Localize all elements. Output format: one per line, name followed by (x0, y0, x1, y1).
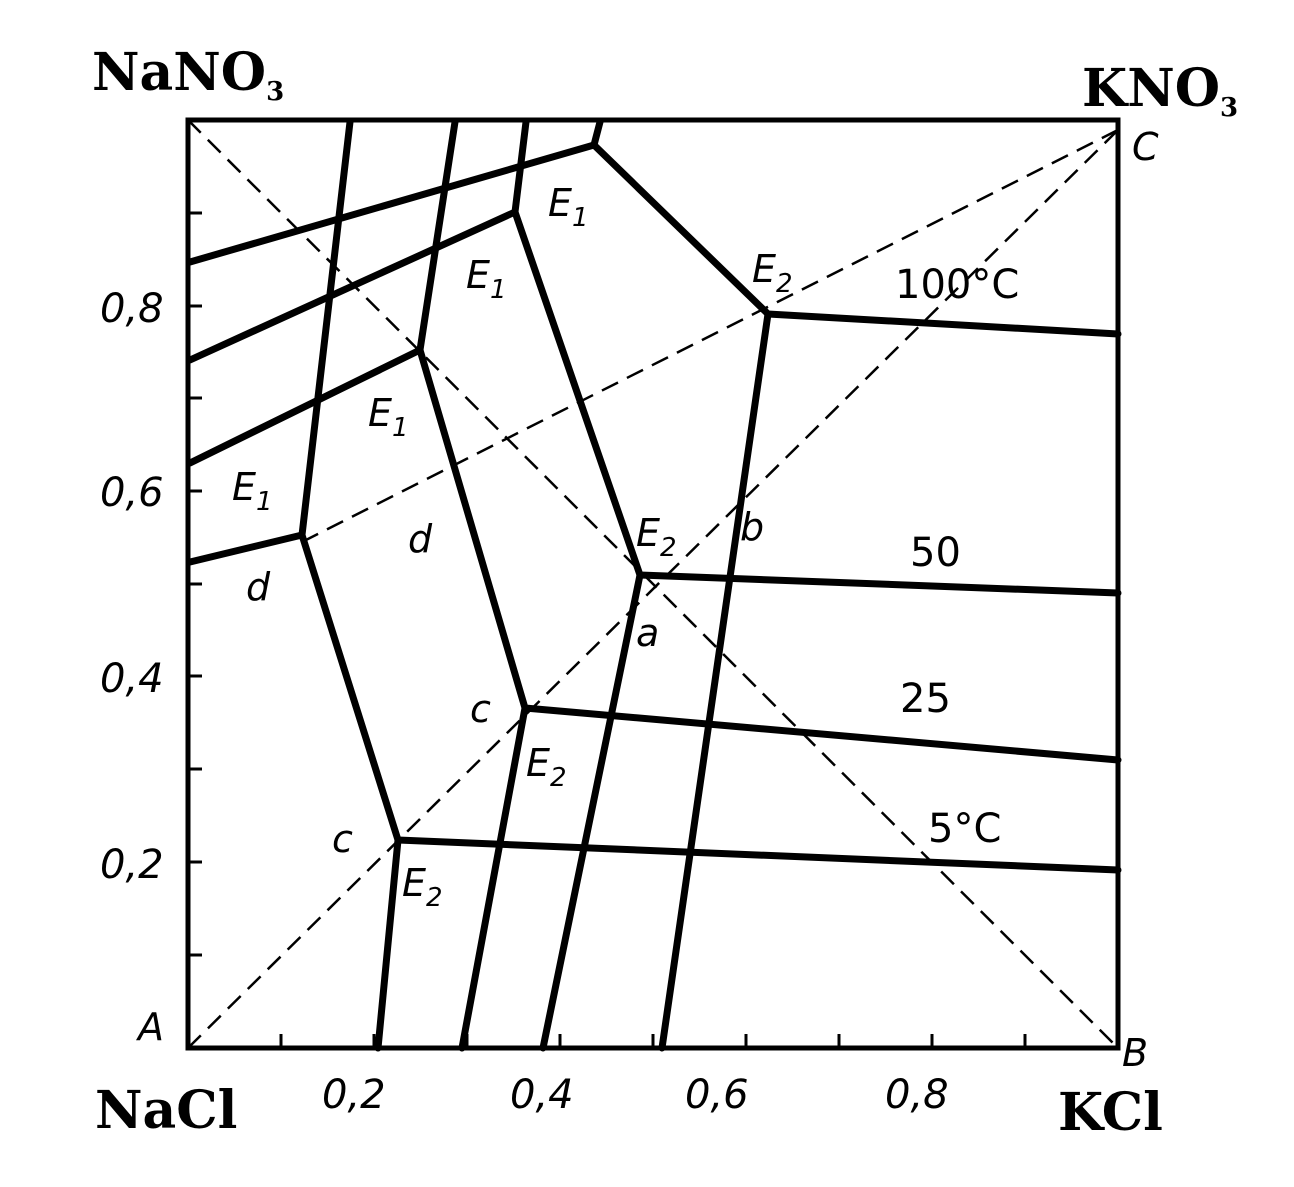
corner-kcl: KCl (1058, 1082, 1163, 1143)
diagonal-dashed-line (187, 129, 1119, 1049)
diagonal-dashed-line (187, 119, 1119, 1049)
isotherm-50-low (539, 571, 644, 1052)
isotherm-25-low (458, 704, 529, 1052)
isotherm-100-low (658, 310, 772, 1052)
isotherm-5-top (298, 118, 354, 539)
x-tick-label: 0,6 (685, 1072, 749, 1118)
y-axis-ticks (188, 211, 202, 957)
x-tick-label: 0,4 (510, 1072, 574, 1118)
point-label-e1: E1 (232, 465, 273, 517)
vertex-b: B (1122, 1031, 1148, 1075)
vertex-c: C (1132, 125, 1159, 169)
y-tick-label: 0,8 (100, 286, 164, 332)
y-tick-label: 0,2 (100, 842, 164, 888)
point-label-e1: E1 (548, 181, 589, 233)
point-label-e1: E1 (368, 391, 409, 443)
isotherm-5 (186, 531, 1122, 874)
temperature-label-100: 100°C (895, 262, 1019, 308)
corner-nacl: NaCl (95, 1080, 237, 1141)
corner-kno3: KNO3 (1082, 58, 1238, 123)
y-tick-label: 0,6 (100, 470, 164, 516)
point-label-d: d (408, 517, 433, 561)
isotherm-100-branch (590, 118, 604, 149)
isotherm-5-low (374, 836, 402, 1052)
point-label-c: c (470, 687, 491, 731)
dashed-line-to-kno3 (301, 128, 1119, 544)
isotherm-25-top (416, 118, 459, 354)
x-tick-label: 0,8 (885, 1072, 949, 1118)
point-label-e1: E1 (466, 253, 507, 305)
point-label-e2: E2 (752, 247, 793, 299)
isotherm-50-top (511, 118, 530, 216)
vertex-a: A (135, 1005, 164, 1049)
point-label-d: d (246, 565, 271, 609)
temperature-label-5: 5°C (928, 806, 1001, 852)
point-label-e2: E2 (526, 741, 567, 793)
isotherm-50 (186, 208, 1122, 597)
point-label-a: a (636, 611, 659, 655)
point-label-b: b (740, 505, 764, 549)
point-label-e2: E2 (636, 511, 677, 563)
isotherm-100 (186, 141, 1122, 338)
corner-nano3: NaNO3 (92, 42, 284, 107)
temperature-label-25: 25 (900, 676, 951, 722)
x-tick-label: 0,2 (322, 1072, 386, 1118)
y-tick-label: 0,4 (100, 656, 164, 702)
isotherm-25 (186, 346, 1122, 764)
point-label-e2: E2 (402, 861, 443, 913)
point-label-c: c (332, 817, 353, 861)
temperature-label-50: 50 (910, 530, 961, 576)
